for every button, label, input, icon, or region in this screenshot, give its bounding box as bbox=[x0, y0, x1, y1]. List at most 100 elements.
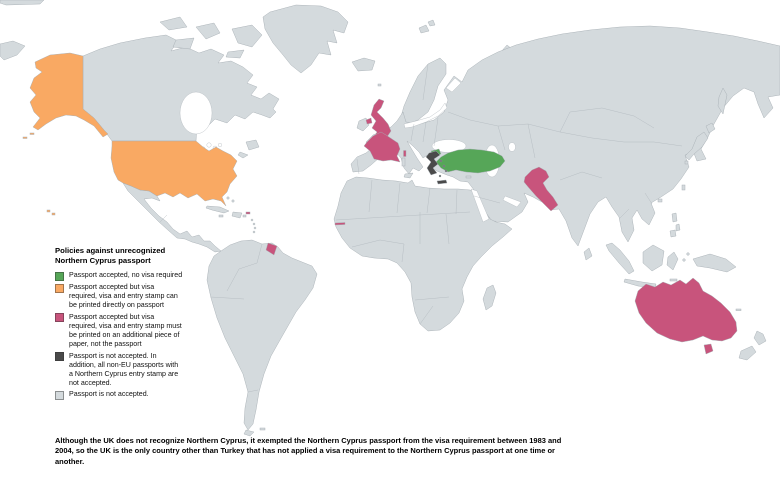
legend-item-label: Passport accepted but visa required, vis… bbox=[69, 312, 182, 348]
continent-south-america bbox=[206, 239, 318, 431]
island-greek bbox=[444, 169, 448, 173]
orange-swatch bbox=[55, 283, 64, 293]
white-sea bbox=[445, 77, 462, 93]
country-united-kingdom bbox=[370, 98, 392, 142]
country-mexico-central-america bbox=[122, 182, 222, 253]
island-svalbard bbox=[418, 24, 430, 34]
legend-item-visa-on-passport: Passport accepted but visa required, vis… bbox=[55, 283, 191, 310]
country-greece bbox=[425, 150, 441, 176]
island bbox=[231, 24, 263, 48]
red-sea bbox=[470, 188, 490, 223]
island bbox=[252, 230, 256, 234]
island bbox=[250, 218, 254, 222]
island-sumatra bbox=[605, 242, 635, 275]
legend-item-label: Passport accepted but visa required, vis… bbox=[69, 283, 178, 310]
island bbox=[172, 37, 195, 50]
island-crete bbox=[436, 179, 448, 185]
legend-item-visa-separate-paper: Passport accepted but visa required, vis… bbox=[55, 313, 191, 349]
country-new-zealand-north bbox=[753, 330, 767, 346]
island-hawaii bbox=[46, 209, 51, 213]
island bbox=[159, 16, 188, 31]
island-faroe bbox=[377, 83, 382, 87]
island-iceland bbox=[351, 57, 376, 72]
great-lake bbox=[218, 143, 222, 147]
island bbox=[682, 258, 686, 262]
arctic-russia-strip bbox=[0, 0, 45, 6]
island-aleutian bbox=[29, 132, 35, 135]
island bbox=[231, 199, 235, 203]
island-hispaniola bbox=[231, 211, 243, 219]
legend-item-not-accepted-stamp-ban: Passport is not accepted. In addition, a… bbox=[55, 352, 191, 388]
country-gambia bbox=[334, 222, 346, 226]
colored-countries bbox=[22, 52, 738, 355]
map-legend: Policies against unrecognized Northern C… bbox=[55, 246, 191, 402]
island bbox=[686, 252, 690, 256]
island-hawaii bbox=[51, 212, 56, 216]
legend-item-not-accepted: Passport is not accepted. bbox=[55, 390, 191, 400]
country-canada bbox=[82, 34, 280, 142]
aral-sea bbox=[508, 142, 516, 152]
island-philippines bbox=[675, 223, 681, 232]
country-usa bbox=[110, 140, 238, 207]
island-philippines bbox=[669, 229, 677, 238]
country-australia bbox=[634, 277, 738, 343]
island-madagascar bbox=[482, 284, 497, 311]
island-cuba bbox=[205, 205, 230, 214]
region-scandinavia bbox=[399, 57, 447, 125]
country-ireland bbox=[356, 117, 370, 132]
island-svalbard bbox=[427, 19, 436, 27]
island-sicily bbox=[403, 172, 414, 179]
country-pakistan bbox=[523, 166, 559, 212]
legend-item-no-visa: Passport accepted, no visa required bbox=[55, 271, 191, 281]
island-kyushu bbox=[684, 160, 689, 165]
island bbox=[195, 22, 221, 40]
island-newfoundland bbox=[245, 139, 260, 151]
island-puerto-rico bbox=[242, 214, 247, 218]
island-corsica bbox=[403, 150, 407, 157]
island bbox=[226, 196, 230, 200]
island-french-antilles bbox=[245, 211, 251, 215]
island-hokkaido bbox=[705, 122, 716, 134]
island-taiwan bbox=[681, 184, 686, 191]
country-greenland bbox=[262, 4, 349, 74]
island-hainan bbox=[657, 198, 663, 203]
region-northern-ireland bbox=[365, 117, 373, 125]
region-french-guiana bbox=[265, 242, 278, 256]
island-honshu bbox=[684, 131, 709, 161]
island-sakhalin bbox=[717, 87, 728, 115]
island bbox=[252, 222, 256, 226]
island-tierra-del-fuego bbox=[243, 429, 255, 437]
island-timor bbox=[669, 278, 678, 282]
light-gray-swatch bbox=[55, 390, 64, 400]
island-nova-scotia bbox=[237, 151, 249, 159]
legend-item-label: Passport is not accepted. bbox=[69, 390, 149, 399]
island-greek bbox=[438, 174, 442, 178]
continent-africa bbox=[333, 176, 513, 332]
island-philippines bbox=[671, 212, 678, 223]
persian-gulf bbox=[502, 195, 522, 208]
island-new-guinea bbox=[692, 253, 737, 273]
great-lake bbox=[206, 142, 212, 148]
country-alaska bbox=[29, 52, 109, 138]
island bbox=[253, 226, 257, 230]
country-borders bbox=[159, 63, 683, 393]
country-chukotka-wrap bbox=[0, 40, 26, 61]
country-france bbox=[363, 131, 401, 163]
dark-gray-swatch bbox=[55, 352, 64, 362]
pink-swatch bbox=[55, 313, 64, 323]
island-cyprus bbox=[465, 175, 472, 179]
island-sri-lanka bbox=[583, 247, 593, 261]
legend-item-label: Passport is not accepted. In addition, a… bbox=[69, 351, 179, 387]
island-greek bbox=[442, 164, 446, 168]
island-sulawesi bbox=[666, 251, 679, 271]
country-turkey bbox=[435, 148, 506, 174]
green-swatch bbox=[55, 271, 64, 281]
island-falkland bbox=[259, 427, 266, 431]
island-new-caledonia bbox=[735, 308, 742, 311]
country-new-zealand-south bbox=[738, 345, 757, 361]
baltic-sea bbox=[403, 102, 448, 129]
island-jamaica bbox=[218, 214, 224, 218]
map-caption: Although the UK does not recognize North… bbox=[55, 436, 562, 466]
legend-title: Policies against unrecognized Northern C… bbox=[55, 246, 166, 265]
